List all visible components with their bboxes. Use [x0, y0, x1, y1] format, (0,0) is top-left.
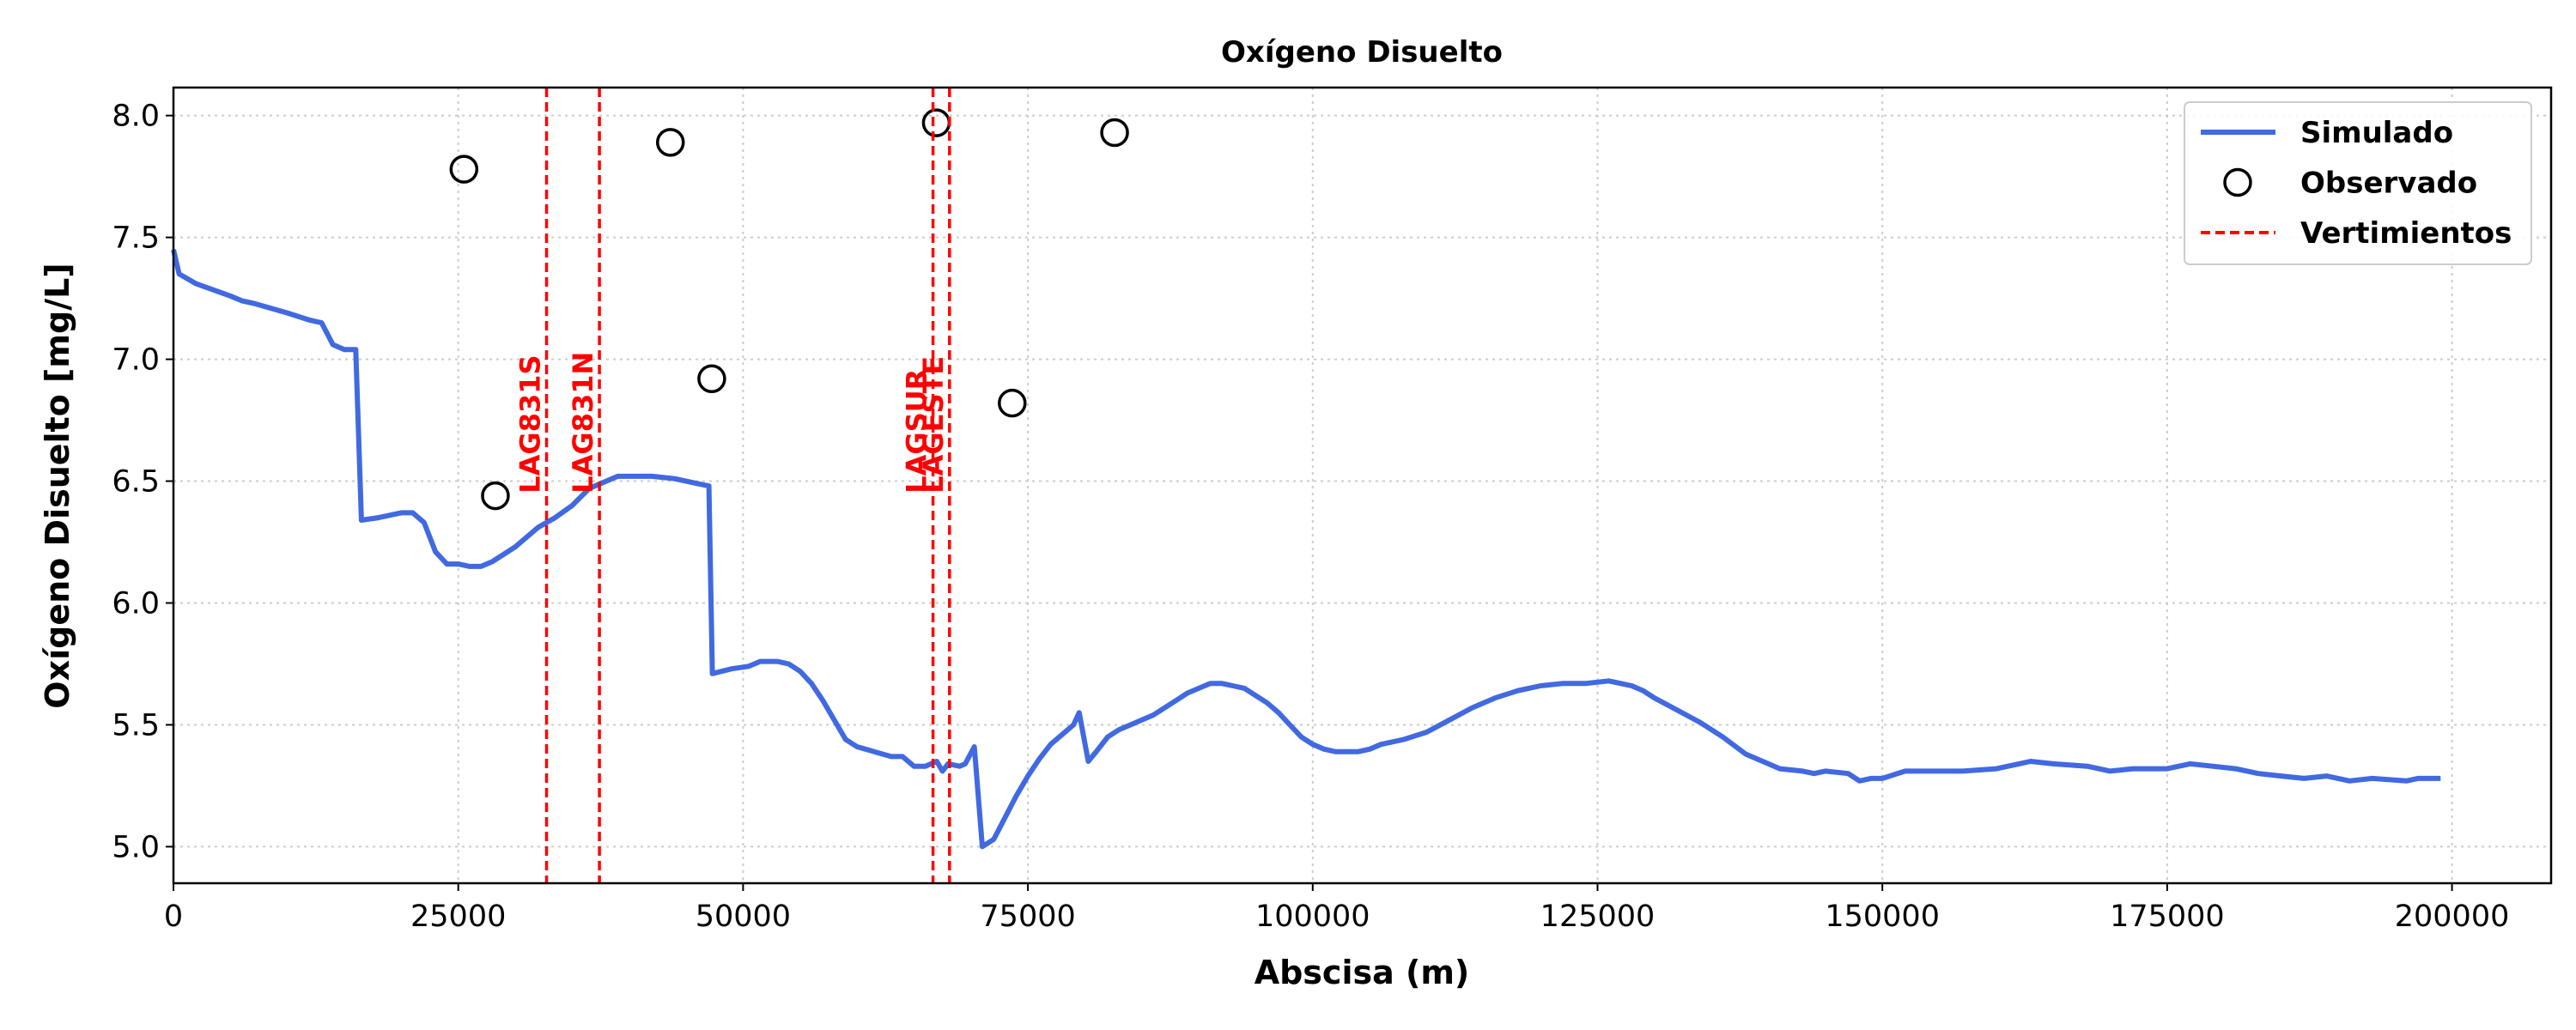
chart-title: Oxígeno Disuelto	[1221, 35, 1503, 70]
discharge-label: LAGSUR	[901, 369, 933, 494]
y-tick-label: 5.5	[112, 708, 160, 742]
line-series	[171, 249, 2441, 850]
x-tick-label: 150000	[1825, 900, 1940, 934]
legend-label: Vertimientos	[2300, 216, 2512, 251]
y-tick-label: 7.5	[112, 221, 160, 256]
y-tick-label: 5.0	[112, 830, 160, 864]
x-tick-label: 75000	[980, 900, 1075, 934]
discharge-label: LAGESTE	[917, 356, 950, 494]
observed-point	[998, 388, 1027, 418]
legend-label: Simulado	[2300, 116, 2453, 150]
x-tick-label: 0	[164, 900, 183, 934]
x-tick-label: 50000	[696, 900, 791, 934]
y-tick-label: 7.0	[112, 343, 160, 378]
observed-point	[1100, 118, 1129, 148]
legend: Simulado Observado Vertimientos	[2184, 101, 2532, 265]
observed-point	[481, 481, 510, 511]
plot-frame	[172, 86, 2553, 885]
legend-symbol	[2223, 167, 2252, 197]
x-axis-label: Abscisa (m)	[1255, 954, 1470, 991]
observed-point	[655, 128, 685, 157]
legend-box	[2184, 101, 2532, 265]
observed-point	[449, 154, 479, 184]
y-axis-label: Oxígeno Disuelto [mg/L]	[39, 263, 76, 708]
y-tick-label: 8.0	[112, 100, 160, 134]
x-tick-label: 100000	[1255, 900, 1370, 934]
legend-label: Observado	[2300, 167, 2477, 201]
x-tick-label: 125000	[1540, 900, 1656, 934]
x-tick-label: 175000	[2110, 900, 2225, 934]
y-tick-label: 6.0	[112, 586, 160, 621]
discharge-label: LAG831N	[567, 352, 599, 494]
discharge-label: LAG831S	[514, 354, 547, 493]
x-tick-label: 25000	[410, 900, 506, 934]
observed-point	[921, 108, 951, 137]
x-tick-label: 200000	[2395, 900, 2510, 934]
y-tick-label: 6.5	[112, 465, 160, 500]
observed-point	[697, 364, 726, 394]
